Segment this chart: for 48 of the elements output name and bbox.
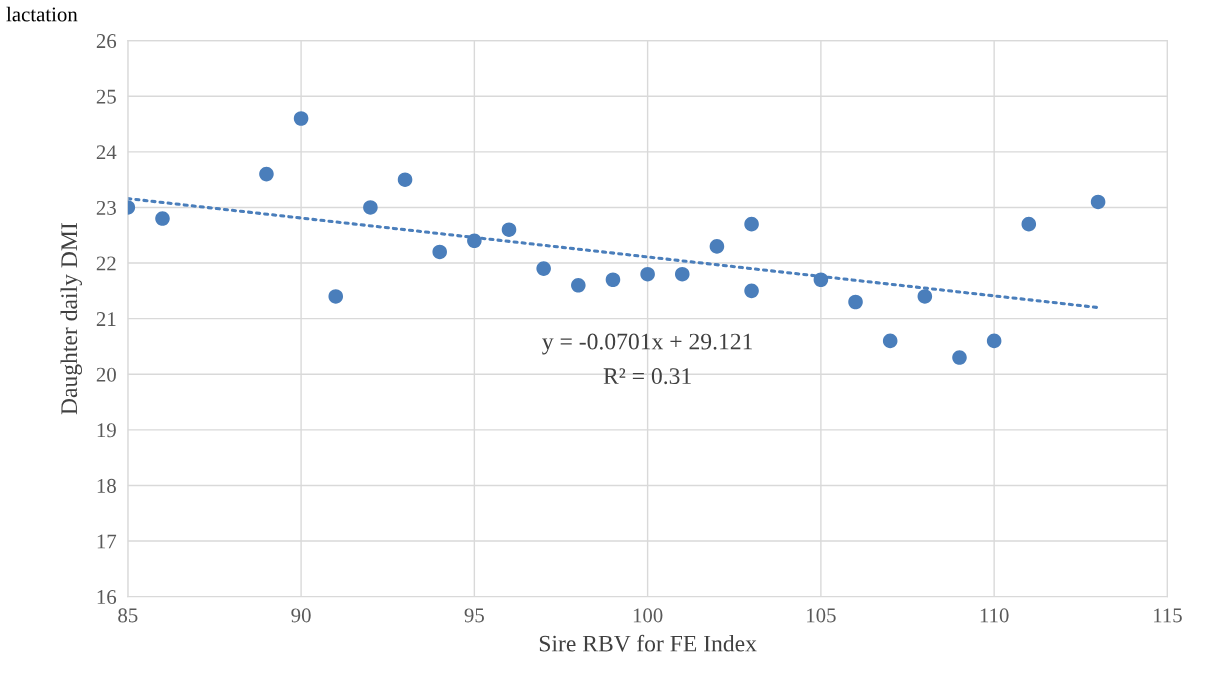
point bbox=[848, 294, 863, 310]
point bbox=[259, 166, 274, 182]
point bbox=[813, 272, 829, 288]
annotation: R² = 0.31 bbox=[603, 368, 691, 385]
point bbox=[293, 111, 309, 126]
point bbox=[501, 222, 517, 237]
x-tick-label: 90 bbox=[291, 608, 311, 623]
point bbox=[709, 239, 725, 254]
x-tick-label: 110 bbox=[980, 608, 1009, 623]
point bbox=[882, 333, 898, 349]
point bbox=[467, 233, 482, 249]
point bbox=[744, 283, 759, 299]
y-tick-label: 22 bbox=[96, 256, 116, 271]
y-tick-label: 25 bbox=[96, 89, 116, 104]
y-tick-label: 21 bbox=[96, 312, 116, 326]
x-tick-label: 95 bbox=[464, 608, 484, 623]
annotation: y = -0.0701x + 29.121 bbox=[542, 333, 752, 355]
point bbox=[1021, 216, 1037, 232]
y-tick-label: 17 bbox=[97, 534, 117, 549]
x-tick-label: 100 bbox=[633, 608, 663, 623]
y-tick-label: 18 bbox=[97, 478, 116, 493]
y-tick-label: 26 bbox=[96, 34, 117, 49]
y-tick-label: 16 bbox=[97, 590, 117, 605]
point bbox=[744, 216, 759, 232]
x-tick-label: 105 bbox=[807, 608, 836, 623]
x-tick-label: 115 bbox=[1154, 608, 1182, 623]
point bbox=[155, 211, 170, 226]
point bbox=[1090, 194, 1106, 210]
point bbox=[328, 289, 344, 304]
point bbox=[640, 266, 655, 282]
chart-title: lactation bbox=[6, 6, 78, 22]
x-axis-title: Sire RBV for FE Index bbox=[539, 634, 757, 652]
point bbox=[674, 266, 690, 282]
point bbox=[952, 350, 967, 365]
point bbox=[432, 244, 447, 260]
y-tick-label: 24 bbox=[96, 145, 117, 160]
y-tick-label: 20 bbox=[96, 367, 116, 382]
y-axis-title: Daughter daily DMI bbox=[60, 223, 82, 415]
y-tick-label: 19 bbox=[97, 423, 116, 438]
point bbox=[986, 333, 1002, 349]
point bbox=[605, 272, 621, 288]
point bbox=[397, 172, 413, 187]
point bbox=[536, 261, 551, 276]
point bbox=[917, 289, 933, 304]
x-tick-label: 85 bbox=[118, 608, 138, 623]
y-tick-label: 23 bbox=[96, 200, 116, 215]
point bbox=[363, 200, 378, 215]
point bbox=[571, 278, 586, 293]
